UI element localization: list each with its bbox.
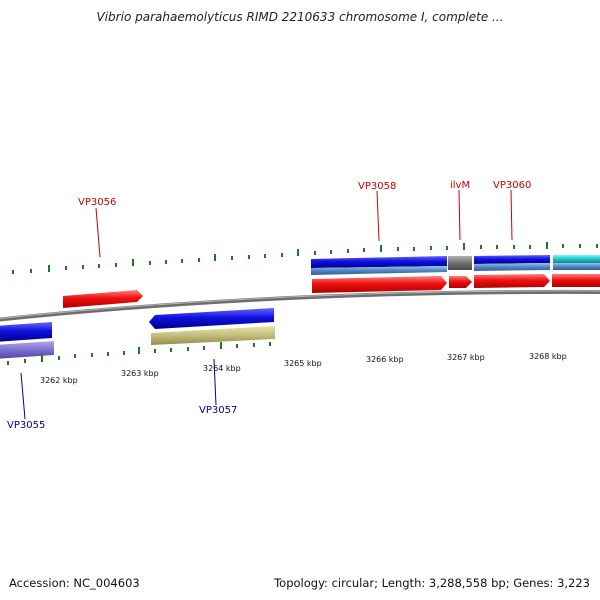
- gene-label-vp3057[interactable]: VP3057: [199, 405, 237, 416]
- gene-label-vp3055[interactable]: VP3055: [7, 420, 45, 431]
- gene-arrow-vp3058[interactable]: [311, 256, 447, 268]
- upper-tick-row: [12, 242, 598, 274]
- tick-label-3266: 3266 kbp: [366, 355, 404, 364]
- tick-label-3263: 3263 kbp: [121, 369, 159, 378]
- gene-labels: VP3056 VP3058 ilvM VP3060 VP3055 VP3057: [7, 180, 531, 431]
- gene-block-gray[interactable]: [448, 256, 472, 270]
- gene-band-cyan[interactable]: [553, 263, 600, 270]
- genome-summary-text: Topology: circular; Length: 3,288,558 bp…: [274, 576, 590, 590]
- gene-label-vp3056[interactable]: VP3056: [78, 197, 116, 208]
- gene-band-vp3055[interactable]: [0, 341, 54, 359]
- gene-arrow-forward-3[interactable]: [474, 274, 550, 288]
- gene-arrow-vp3055[interactable]: [0, 322, 52, 342]
- map-title: Vibrio parahaemolyticus RIMD 2210633 chr…: [96, 10, 504, 24]
- gene-band-vp3060[interactable]: [474, 263, 550, 271]
- gene-label-vp3058[interactable]: VP3058: [358, 181, 396, 192]
- lower-tick-row: [7, 342, 271, 365]
- tick-label-3264: 3264 kbp: [203, 364, 241, 373]
- gene-arrow-vp3057[interactable]: [149, 308, 274, 329]
- kbp-tick-labels: 3262 kbp 3263 kbp 3264 kbp 3265 kbp 3266…: [40, 352, 567, 385]
- tick-label-3268: 3268 kbp: [529, 352, 567, 361]
- accession-text: Accession: NC_004603: [9, 576, 140, 590]
- gene-arrow-vp3060[interactable]: [474, 255, 550, 264]
- gene-band-vp3057[interactable]: [151, 326, 275, 345]
- gene-arrow-forward-4[interactable]: [552, 274, 600, 287]
- gene-arrow-forward-1[interactable]: [312, 276, 447, 293]
- gene-arrow-cyan[interactable]: [553, 255, 600, 263]
- gene-band-vp3058[interactable]: [311, 266, 447, 275]
- gene-arrow-ilvm[interactable]: [449, 276, 472, 288]
- gene-label-vp3060[interactable]: VP3060: [493, 180, 531, 191]
- gene-label-ilvm[interactable]: ilvM: [450, 180, 470, 191]
- gene-arrow-vp3056[interactable]: [63, 290, 143, 308]
- genome-backbone: [0, 289, 600, 322]
- tick-label-3265: 3265 kbp: [284, 359, 322, 368]
- tick-label-3262: 3262 kbp: [40, 376, 78, 385]
- tick-label-3267: 3267 kbp: [447, 353, 485, 362]
- gene-label-connectors: [20, 189, 513, 420]
- gene-features: [0, 255, 600, 359]
